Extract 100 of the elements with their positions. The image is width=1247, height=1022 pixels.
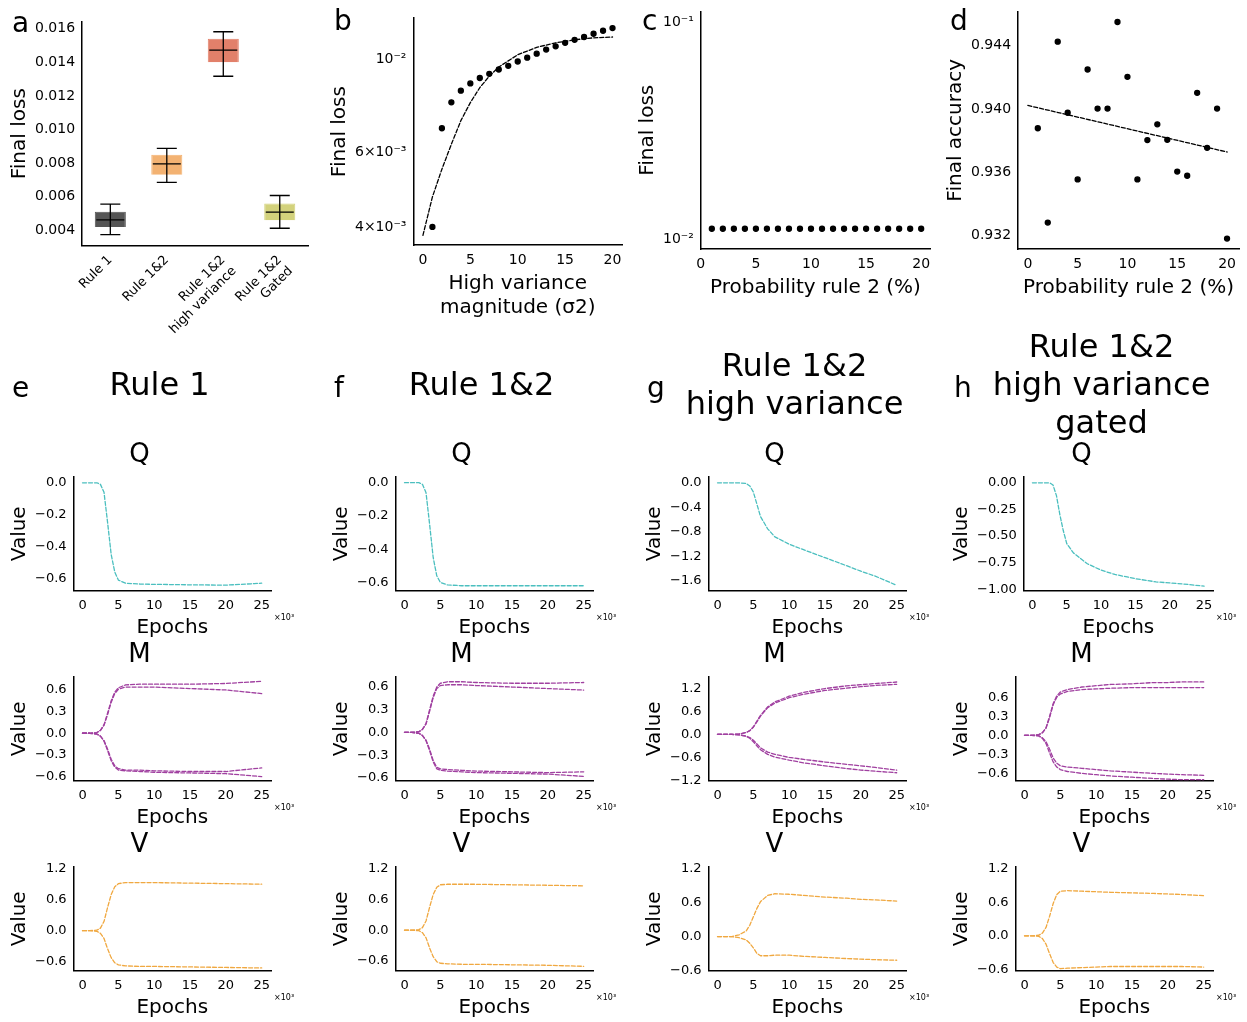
x-tick-label: 20 [539, 786, 557, 802]
x-tick-label: 20 [912, 255, 931, 272]
text: ×10³ [1216, 993, 1237, 1003]
x-tick-label: 15 [816, 976, 834, 992]
text: f [334, 371, 345, 404]
y-tick-label: 0.3 [367, 701, 389, 717]
y-axis-title: Value [328, 701, 353, 757]
text: ×10³ [909, 803, 930, 813]
x-tick-label: 5 [114, 596, 123, 612]
x-tick-label: 20 [217, 976, 235, 992]
x-tick-label: 25 [1195, 596, 1213, 612]
text: b [334, 4, 352, 37]
y-tick-label: 0.3 [45, 703, 67, 718]
chart-title: V [765, 828, 784, 859]
y-tick-label: 0.0 [45, 474, 67, 490]
x-tick-label: 10 [802, 255, 820, 272]
y-tick-label: 0.004 [34, 220, 76, 237]
y-tick-label: 0.014 [34, 52, 76, 69]
y-tick-label: 10⁻² [662, 229, 694, 246]
text: ×10³ [909, 613, 930, 623]
chart-title: M [763, 638, 786, 669]
y-tick-label: −0.4 [669, 498, 702, 514]
y-tick-label: −0.3 [34, 746, 67, 762]
y-tick-label: 0.6 [45, 891, 67, 907]
text: Rule 1&2 high variance [685, 346, 904, 423]
y-axis-title: Value [6, 506, 31, 562]
text: ×10³ [1216, 803, 1237, 813]
y-tick-label: −0.6 [34, 953, 67, 969]
x-tick-label: 25 [575, 596, 592, 612]
x-axis-title: Epochs [1082, 614, 1155, 639]
y-tick-label: −0.6 [669, 748, 702, 764]
text: a [12, 6, 30, 39]
x-axis-title: Epochs [771, 804, 844, 829]
x-tick-label: 10 [1087, 786, 1105, 802]
x-tick-label: 25 [253, 596, 270, 612]
text: Rule 1 [109, 365, 210, 404]
y-tick-label: 0.6 [680, 702, 702, 718]
x-axis-title: Epochs [136, 804, 209, 829]
chart-title: Q [129, 438, 150, 469]
x-tick-label: 0 [400, 786, 409, 802]
y-axis-title: Final loss [326, 86, 351, 178]
x-axis-title: Epochs [1078, 804, 1151, 829]
x-tick-label: 10 [780, 596, 798, 612]
y-axis-title: Value [6, 891, 31, 947]
text: e [12, 371, 30, 404]
y-tick-label: −0.50 [976, 527, 1017, 543]
y-tick-label: 0.940 [970, 99, 1012, 116]
x-tick-label: 15 [1123, 976, 1141, 992]
x-tick-label: 10 [508, 251, 527, 268]
y-tick-label: 0.0 [987, 726, 1009, 742]
y-tick-label: 0.936 [970, 163, 1012, 180]
x-tick-label: 0 [713, 786, 722, 802]
y-tick-label: 0.932 [970, 226, 1012, 243]
x-tick-label: 0 [400, 976, 409, 992]
y-tick-label: 0.016 [34, 19, 76, 36]
x-tick-label: 0 [1023, 255, 1033, 272]
y-tick-label: −0.8 [669, 523, 702, 539]
y-tick-label: 0.6 [680, 894, 702, 910]
x-tick-label: 5 [1056, 976, 1065, 992]
x-tick-label: 5 [436, 976, 445, 992]
x-tick-label: 20 [1218, 255, 1236, 272]
x-tick-label: 20 [852, 976, 870, 992]
x-tick-label: 15 [181, 976, 199, 992]
x-tick-label: 25 [888, 976, 905, 992]
x-tick-label: 15 [816, 786, 834, 802]
x-tick-label: 0 [1020, 786, 1029, 802]
y-tick-label: −1.2 [669, 547, 702, 563]
y-tick-label: 0.6 [987, 688, 1009, 704]
x-tick-label: 0 [400, 596, 409, 612]
chart-title: V [452, 828, 471, 859]
y-tick-label: 1.2 [680, 679, 702, 695]
x-tick-label: 10 [145, 786, 163, 802]
y-axis-title: Value [641, 506, 666, 562]
y-tick-label: 0.3 [987, 707, 1009, 723]
text: ×10³ [274, 993, 295, 1003]
x-tick-label: 10 [780, 786, 798, 802]
y-tick-label: 0.0 [367, 921, 389, 937]
y-tick-label: −0.6 [669, 961, 702, 977]
y-tick-label: −0.3 [356, 746, 389, 762]
y-tick-label: 6×10⁻³ [354, 143, 407, 160]
text: g [647, 371, 665, 404]
text: ×10³ [596, 993, 617, 1003]
x-tick-label: 25 [575, 976, 592, 992]
x-tick-label: 20 [539, 976, 557, 992]
x-axis-title: Epochs [771, 614, 844, 639]
y-axis-title: Value [328, 506, 353, 562]
y-tick-label: −0.3 [976, 745, 1009, 761]
text: ×10³ [909, 993, 930, 1003]
y-tick-label: 1.2 [45, 860, 67, 876]
x-tick-label: 10 [1092, 596, 1110, 612]
x-tick-label: 15 [181, 786, 199, 802]
y-tick-label: 0.6 [45, 681, 67, 697]
x-tick-label: 25 [888, 786, 905, 802]
y-tick-label: −0.6 [356, 952, 389, 968]
y-tick-label: 0.00 [987, 474, 1017, 490]
x-tick-label: 10 [467, 786, 485, 802]
chart-title: M [450, 638, 473, 669]
x-tick-label: 20 [852, 596, 870, 612]
y-tick-label: −0.75 [976, 554, 1017, 570]
x-tick-label: 5 [1073, 255, 1083, 272]
